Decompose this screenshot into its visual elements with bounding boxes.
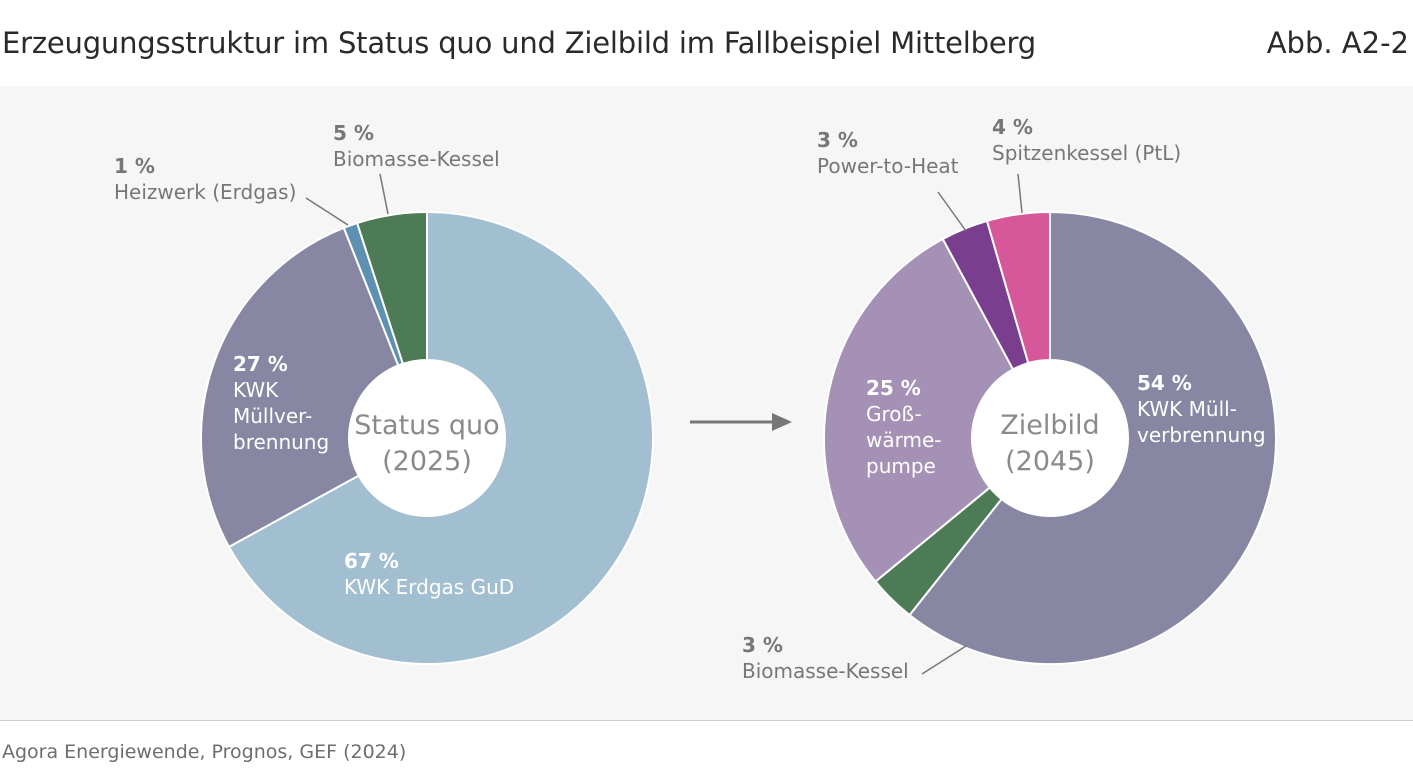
source-note: Agora Energiewende, Prognos, GEF (2024) (2, 741, 407, 763)
chart-title: Erzeugungsstruktur im Status quo und Zie… (2, 26, 1036, 60)
slice-name-label: Spitzenkessel (PtL) (992, 141, 1181, 165)
transition-arrow-icon (690, 413, 792, 431)
slice-percent-label: 5 % (333, 121, 374, 145)
label-leader-line (921, 645, 967, 675)
figure-header: Erzeugungsstruktur im Status quo und Zie… (0, 0, 1413, 87)
slice-name-label: wärme- (866, 428, 942, 452)
donut-center (349, 360, 505, 516)
label-leader-line (937, 191, 967, 232)
slice-name-label: KWK (233, 378, 279, 402)
slice-percent-label: 67 % (344, 549, 399, 573)
chart-panel: 67 % KWK Erdgas GuD 27 % KWK Müllver-brennun… (0, 86, 1413, 721)
slice-percent-label: 3 % (817, 128, 858, 152)
donut-center-label: Status quo (354, 410, 499, 441)
label-leader-line (305, 197, 349, 226)
slice-name-label: Heizwerk (Erdgas) (114, 180, 296, 204)
label-leader-line (379, 173, 389, 215)
slice-name-label: verbrennung (1137, 423, 1266, 447)
slice-name-label: KWK Müll- (1137, 397, 1237, 421)
slice-name-label: Power-to-Heat (817, 154, 959, 178)
slice-percent-label: 25 % (866, 376, 921, 400)
donut-center (972, 360, 1128, 516)
slice-name-label: KWK Erdgas GuD (344, 575, 514, 599)
donut-center-label: Zielbild (1000, 410, 1099, 441)
slice-name-label: pumpe (866, 454, 936, 478)
slice-name-label: Müllver- (233, 404, 312, 428)
slice-name-label: Biomasse-Kessel (742, 659, 909, 683)
slice-percent-label: 3 % (742, 633, 783, 657)
slice-percent-label: 27 % (233, 352, 288, 376)
figure-number: Abb. A2-2 (1266, 26, 1409, 60)
slice-percent-label: 54 % (1137, 371, 1192, 395)
donut-center-label: (2045) (1005, 446, 1095, 477)
slice-percent-label: 4 % (992, 115, 1033, 139)
arrow-head (772, 413, 792, 431)
label-leader-line (1017, 173, 1023, 214)
slice-percent-label: 1 % (114, 154, 155, 178)
donut-status-quo: 67 %KWK Erdgas GuD 27 %KWKMüllver-brennun… (114, 121, 654, 665)
donut-center-label: (2025) (382, 446, 472, 477)
slice-name-label: Biomasse-Kessel (333, 147, 500, 171)
slice-name-label: Groß- (866, 402, 922, 426)
slice-name-label: brennung (233, 430, 329, 454)
donut-charts: 67 %KWK Erdgas GuD 27 %KWKMüllver-brennun… (114, 115, 1277, 683)
